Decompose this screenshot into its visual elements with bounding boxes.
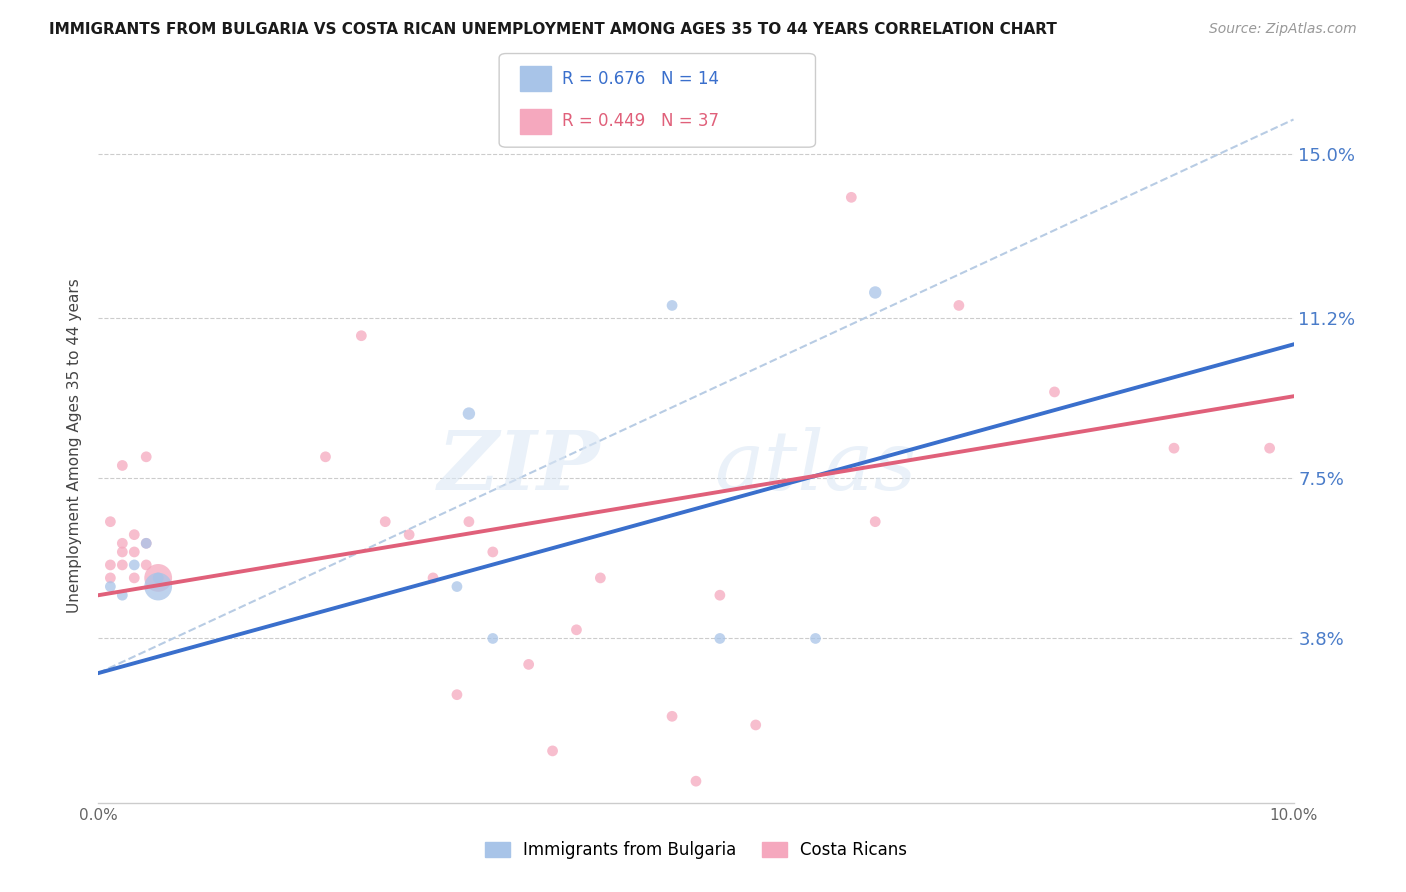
Point: [709, 588, 731, 602]
Legend: Immigrants from Bulgaria, Costa Ricans: Immigrants from Bulgaria, Costa Ricans: [478, 835, 914, 866]
Point: [661, 298, 683, 312]
Point: [148, 571, 170, 585]
Point: [685, 774, 707, 789]
Point: [98, 515, 122, 529]
Point: [111, 458, 134, 473]
Point: [458, 407, 481, 421]
Point: [1043, 384, 1066, 399]
Point: [124, 571, 146, 585]
Point: [804, 632, 827, 646]
Y-axis label: Unemployment Among Ages 35 to 44 years: Unemployment Among Ages 35 to 44 years: [67, 278, 83, 614]
Point: [135, 450, 157, 464]
Point: [135, 536, 157, 550]
Text: R = 0.676   N = 14: R = 0.676 N = 14: [562, 70, 720, 88]
Point: [422, 571, 444, 585]
Point: [148, 580, 170, 594]
Point: [841, 190, 863, 204]
Point: [124, 558, 146, 572]
Point: [98, 558, 122, 572]
Point: [135, 536, 157, 550]
Point: [1258, 441, 1281, 455]
Point: [661, 709, 683, 723]
Point: [565, 623, 588, 637]
Point: [865, 285, 887, 300]
Point: [148, 571, 170, 585]
Point: [517, 657, 540, 672]
Point: [98, 580, 122, 594]
Point: [458, 515, 481, 529]
Point: [374, 515, 396, 529]
Point: [541, 744, 564, 758]
Point: [350, 328, 373, 343]
Point: [709, 632, 731, 646]
Text: Source: ZipAtlas.com: Source: ZipAtlas.com: [1209, 22, 1357, 37]
Point: [398, 527, 420, 541]
Point: [446, 580, 468, 594]
Point: [589, 571, 612, 585]
Point: [315, 450, 337, 464]
Text: IMMIGRANTS FROM BULGARIA VS COSTA RICAN UNEMPLOYMENT AMONG AGES 35 TO 44 YEARS C: IMMIGRANTS FROM BULGARIA VS COSTA RICAN …: [49, 22, 1057, 37]
Point: [482, 545, 505, 559]
Point: [135, 558, 157, 572]
Point: [111, 588, 134, 602]
Point: [98, 571, 122, 585]
Text: R = 0.449   N = 37: R = 0.449 N = 37: [562, 112, 720, 130]
Point: [111, 536, 134, 550]
Point: [948, 298, 970, 312]
Point: [124, 527, 146, 541]
Point: [111, 545, 134, 559]
Point: [482, 632, 505, 646]
Point: [745, 718, 768, 732]
Point: [865, 515, 887, 529]
Point: [1163, 441, 1185, 455]
Text: ZIP: ZIP: [437, 427, 600, 508]
Text: atlas: atlas: [714, 427, 917, 508]
Point: [446, 688, 468, 702]
Point: [124, 545, 146, 559]
Point: [111, 558, 134, 572]
